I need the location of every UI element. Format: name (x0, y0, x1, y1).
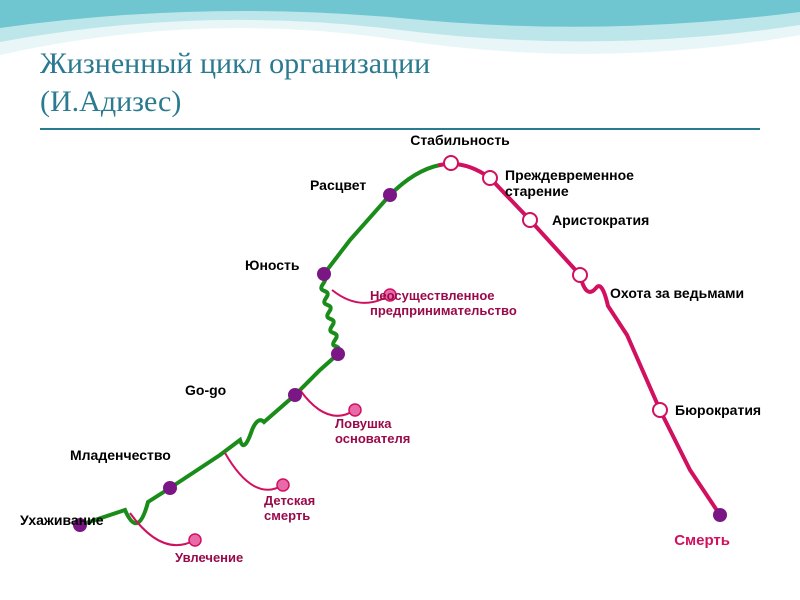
decline-node (523, 213, 537, 227)
growth-node (317, 267, 331, 281)
trap-connector (225, 453, 283, 490)
trap-connector (130, 513, 195, 545)
stage-label: Ухаживание (20, 512, 104, 528)
stage-label: Юность (245, 257, 300, 273)
slide: { "title": { "line1": "Жизненный цикл ор… (0, 0, 800, 600)
trap-connector (300, 390, 355, 416)
trap-labels: Увлечение Детскаясмерть Ловушкаоснователя Н… (175, 288, 517, 565)
stage-label: Аристократия (552, 212, 649, 228)
trap-label: Ловушкаоснователя (335, 416, 410, 446)
stage-label: Преждевременноестарение (505, 167, 634, 199)
trap-node (349, 404, 361, 416)
growth-node (163, 481, 177, 495)
growth-node (383, 188, 397, 202)
decline-node (653, 403, 667, 417)
trap-node (189, 534, 201, 546)
trap-node (277, 479, 289, 491)
growth-nodes (73, 156, 458, 532)
title-line2: (И.Адизес) (40, 85, 181, 118)
slide-title: Жизненный цикл организации (И.Адизес) (40, 45, 430, 120)
death-label: Смерть (674, 532, 730, 549)
growth-node (331, 347, 345, 361)
decline-node (483, 171, 497, 185)
decline-node (573, 268, 587, 282)
stage-label: Бюрократия (675, 402, 761, 418)
stage-labels: Ухаживание Младенчество Go-go Юность Расцвет… (20, 167, 761, 549)
stage-label: Go-go (185, 382, 226, 398)
lifecycle-chart: Стабильность Ухаживание Младенчество Go-go… (20, 130, 780, 580)
trap-label: Неосуществленноепредпринимательство (370, 288, 517, 318)
stage-label: Младенчество (70, 447, 171, 463)
trap-label: Увлечение (175, 550, 243, 565)
death-node (713, 508, 727, 522)
peak-node (444, 156, 458, 170)
peak-label: Стабильность (410, 132, 510, 148)
growth-node (288, 388, 302, 402)
title-line1: Жизненный цикл организации (40, 47, 430, 80)
stage-label: Расцвет (310, 177, 366, 193)
growth-spring (321, 274, 339, 354)
trap-label: Детскаясмерть (264, 493, 315, 523)
stage-label: Охота за ведьмами (610, 285, 744, 301)
